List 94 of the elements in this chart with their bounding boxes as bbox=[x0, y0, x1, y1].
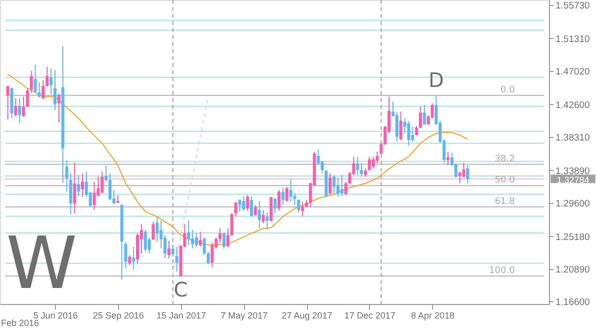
y-tick-label: 1.51310 bbox=[556, 34, 590, 45]
candlestick bbox=[418, 106, 422, 129]
candlestick bbox=[167, 240, 170, 259]
y-tick-label: 1.29600 bbox=[556, 198, 590, 210]
candlestick bbox=[380, 142, 383, 156]
candlestick bbox=[191, 230, 194, 249]
annotation: 0.0 bbox=[500, 85, 516, 96]
candlestick bbox=[80, 172, 84, 198]
candlestick bbox=[210, 242, 214, 268]
candlestick bbox=[458, 171, 462, 184]
candlestick bbox=[395, 112, 398, 142]
y-tick-label: 1.33890 bbox=[556, 166, 590, 177]
candlestick bbox=[152, 221, 155, 241]
candlestick bbox=[108, 172, 112, 201]
candlestick bbox=[104, 165, 108, 182]
annotation: C bbox=[174, 278, 188, 302]
x-tick-label: 15 Jan 2017 bbox=[156, 310, 206, 320]
candlestick bbox=[301, 201, 304, 218]
candlestick bbox=[368, 156, 371, 172]
candlestick bbox=[156, 216, 159, 242]
candlestick bbox=[42, 80, 45, 100]
y-tick-label: 1.47020 bbox=[556, 66, 590, 78]
candlestick bbox=[18, 98, 22, 124]
candlestick bbox=[132, 246, 136, 270]
candlestick bbox=[26, 88, 29, 108]
y-tick-label: 1.20890 bbox=[556, 264, 590, 276]
candlestick bbox=[411, 126, 414, 142]
candlestick bbox=[250, 196, 253, 218]
candlestick bbox=[356, 156, 360, 176]
x-tick-label: 8 Apr 2018 bbox=[410, 310, 455, 320]
candlestick bbox=[262, 210, 265, 224]
ref-line-label: 1.32784 bbox=[556, 174, 590, 185]
candlestick bbox=[6, 86, 10, 120]
candlestick bbox=[274, 197, 277, 214]
candlestick bbox=[38, 82, 41, 98]
candlestick bbox=[285, 186, 288, 202]
candlestick bbox=[34, 64, 37, 94]
candlestick bbox=[336, 176, 340, 198]
candlestick bbox=[422, 104, 426, 126]
candlestick bbox=[234, 201, 238, 218]
candlestick bbox=[281, 187, 284, 206]
candlestick bbox=[77, 174, 80, 197]
candlestick bbox=[187, 220, 190, 246]
candlestick bbox=[270, 196, 273, 222]
candlestick bbox=[175, 246, 178, 272]
candlestick bbox=[100, 171, 104, 194]
candlestick bbox=[230, 212, 234, 237]
x-tick-label: 7 May 2017 bbox=[220, 310, 268, 320]
candlestick bbox=[30, 70, 33, 94]
candlestick bbox=[198, 231, 202, 248]
candlestick bbox=[73, 162, 76, 214]
candlestick bbox=[360, 162, 364, 178]
candlestick bbox=[266, 212, 269, 231]
candlestick bbox=[22, 96, 26, 118]
candlestick bbox=[14, 98, 18, 118]
candlestick bbox=[144, 230, 147, 252]
candlestick bbox=[332, 174, 336, 194]
y-tick-label: 1.42600 bbox=[556, 100, 590, 111]
candlestick bbox=[218, 228, 222, 244]
y-tick-label: 1.38310 bbox=[556, 132, 590, 144]
y-tick-label: 1.25180 bbox=[556, 232, 590, 243]
candlestick bbox=[46, 66, 49, 88]
candlestick bbox=[226, 228, 230, 248]
candlestick bbox=[238, 198, 242, 212]
candlestick bbox=[415, 126, 418, 136]
y-tick-label: 1.16600 bbox=[556, 297, 590, 308]
candlestick bbox=[246, 194, 250, 212]
candlestick bbox=[289, 178, 292, 202]
candlestick bbox=[328, 172, 332, 195]
candlestick bbox=[446, 151, 450, 166]
candlestick bbox=[171, 244, 174, 258]
candlestick bbox=[242, 196, 246, 212]
candlestick bbox=[277, 190, 280, 212]
x-tick-label: 25 Sep 2016 bbox=[92, 310, 144, 320]
candlestick bbox=[258, 200, 261, 229]
candlestick bbox=[399, 111, 402, 141]
x-tick-label: 17 Dec 2017 bbox=[344, 310, 396, 320]
candlestick bbox=[407, 120, 410, 146]
x-tick-label: 27 Aug 2017 bbox=[282, 310, 332, 320]
candlestick bbox=[50, 68, 53, 95]
candlestick bbox=[128, 254, 132, 266]
text: Feb 2016 bbox=[1, 318, 40, 328]
candlestick bbox=[340, 174, 344, 197]
x-tick-label: 5 Jun 2016 bbox=[33, 310, 78, 320]
annotation: 100.0 bbox=[489, 266, 516, 276]
y-tick-label: 1.55730 bbox=[556, 0, 590, 12]
candlestick bbox=[297, 198, 300, 214]
candlestick bbox=[254, 204, 257, 216]
candlestick bbox=[222, 232, 226, 249]
candlestick bbox=[466, 164, 470, 184]
annotation: 61.8 bbox=[494, 196, 516, 207]
candlestick bbox=[57, 92, 60, 123]
candlestick bbox=[194, 232, 198, 248]
candlestick bbox=[53, 70, 56, 111]
